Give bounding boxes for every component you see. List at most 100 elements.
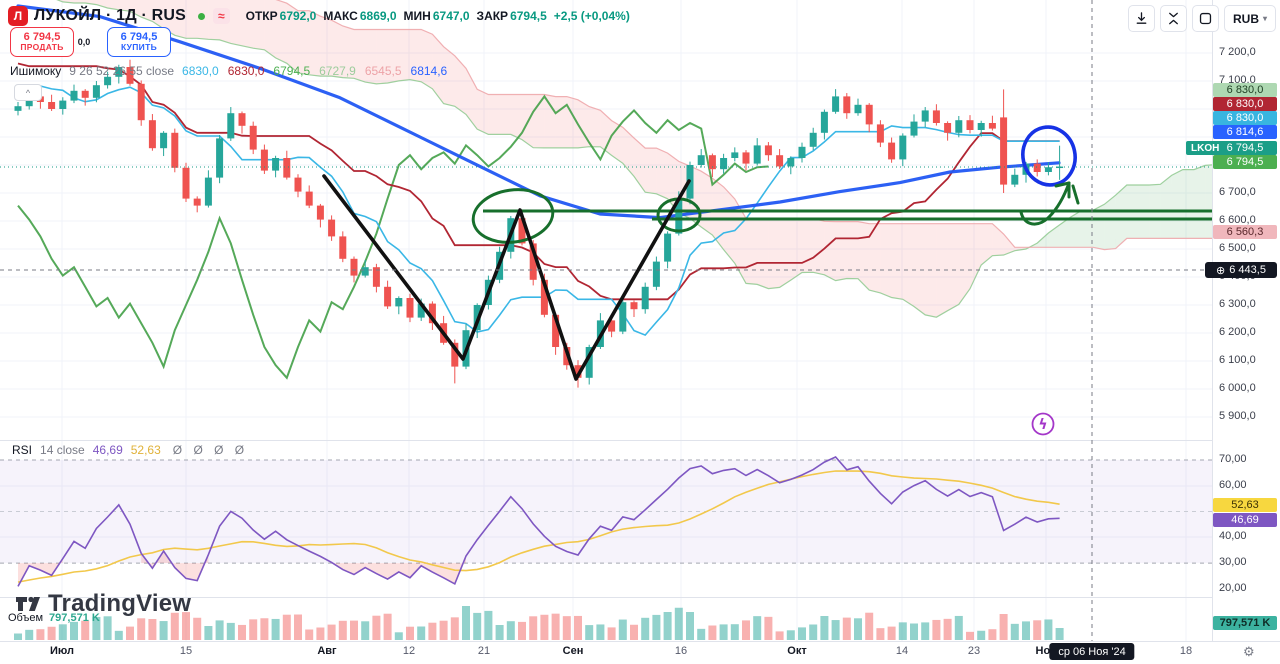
maximize-pane-button[interactable] bbox=[1191, 5, 1219, 32]
approx-price-icon[interactable]: ≈ bbox=[213, 8, 230, 24]
volume-label: Объем bbox=[8, 612, 44, 624]
currency-selector[interactable]: RUB ▾ bbox=[1223, 5, 1276, 32]
maximize-icon bbox=[1199, 12, 1212, 25]
sell-price: 6 794,5 bbox=[23, 30, 61, 43]
open-value: 6792,0 bbox=[279, 9, 317, 23]
rsi-tick: 20,00 bbox=[1219, 582, 1247, 594]
ichimoku-line-value: 6830,0 bbox=[182, 64, 219, 78]
market-status-icon[interactable] bbox=[198, 12, 206, 20]
arrow-down-icon bbox=[1136, 12, 1147, 24]
collapse-icon bbox=[1169, 12, 1178, 25]
ichimoku-line-value: 6830,0 bbox=[227, 64, 265, 78]
rsi-ma-value: 52,63 bbox=[130, 443, 161, 457]
rsi-name: RSI bbox=[12, 443, 33, 457]
tradingview-logo-icon bbox=[16, 596, 40, 611]
ichimoku-line-value: 6545,5 bbox=[364, 64, 402, 78]
buy-price: 6 794,5 bbox=[120, 30, 158, 43]
ichimoku-legend[interactable]: Ишимоку 9 26 52 26 55 close 6830,0 6830,0… bbox=[10, 64, 456, 78]
price-line-badge: 6 814,6 bbox=[1213, 125, 1277, 139]
time-tick: 14 bbox=[895, 645, 909, 657]
volume-badge: 797,571 K bbox=[1213, 616, 1277, 630]
price-line-badge: 6 830,0 bbox=[1213, 97, 1277, 111]
crosshair-date-badge: ср 06 Ноя '24 bbox=[1049, 643, 1135, 660]
rsi-tick: 60,00 bbox=[1219, 479, 1247, 491]
time-tick: 18 bbox=[1179, 645, 1193, 657]
time-tick: 15 bbox=[179, 645, 193, 657]
ichimoku-values: 6830,0 6830,0 6794,5 6727,9 6545,5 6814,6 bbox=[182, 64, 456, 78]
collapse-pane-button[interactable] bbox=[1159, 5, 1187, 32]
time-tick: 23 bbox=[967, 645, 981, 657]
volume-value: 797,571 K bbox=[49, 612, 100, 624]
buy-label: КУПИТЬ bbox=[120, 42, 157, 53]
spread-value: 0,0 bbox=[77, 37, 91, 47]
ichimoku-line-value: 6727,9 bbox=[319, 64, 356, 78]
time-tick: 16 bbox=[674, 645, 688, 657]
high-label: МАКС bbox=[323, 9, 358, 23]
sell-button[interactable]: 6 794,5 ПРОДАТЬ bbox=[10, 27, 74, 57]
low-label: МИН bbox=[403, 9, 431, 23]
price-tick: 6 500,0 bbox=[1219, 242, 1256, 254]
crosshair-price-value: 6 443,5 bbox=[1229, 264, 1266, 276]
price-tick: 6 200,0 bbox=[1219, 326, 1256, 338]
price-line-badge: 6 794,5 bbox=[1213, 141, 1277, 155]
time-tick: Окт bbox=[787, 645, 807, 657]
symbol-title[interactable]: ЛУКОЙЛ · 1Д · RUS bbox=[34, 7, 187, 24]
open-label: ОТКР bbox=[245, 9, 278, 23]
crosshair-price-badge: ⊕ 6 443,5 bbox=[1205, 262, 1277, 278]
drawing-annotations: ϟ bbox=[322, 125, 1212, 436]
plus-circle-icon: ⊕ bbox=[1216, 264, 1226, 277]
time-tick: Сен bbox=[562, 645, 584, 657]
legend-collapse-button[interactable]: ^ bbox=[14, 84, 42, 101]
rsi-value: 46,69 bbox=[92, 443, 123, 457]
chevron-down-icon: ▾ bbox=[1262, 14, 1267, 23]
price-tick: 6 600,0 bbox=[1219, 214, 1256, 226]
tradingview-watermark: TradingView bbox=[14, 590, 191, 618]
symbol-logo: Л bbox=[8, 6, 28, 26]
main-chart-canvas[interactable]: ϟ bbox=[0, 0, 1212, 641]
price-tick: 6 300,0 bbox=[1219, 298, 1256, 310]
sell-label: ПРОДАТЬ bbox=[20, 42, 64, 53]
time-axis[interactable] bbox=[0, 641, 1280, 664]
price-tick: 6 700,0 bbox=[1219, 186, 1256, 198]
rsi-legend[interactable]: RSI 14 close 46,69 52,63 Ø Ø Ø Ø bbox=[12, 443, 248, 457]
price-line-badge: 6 794,5 bbox=[1213, 155, 1277, 169]
ichimoku-params: 9 26 52 26 55 close bbox=[69, 64, 175, 78]
rsi-tick: 30,00 bbox=[1219, 556, 1247, 568]
time-tick: 12 bbox=[402, 645, 416, 657]
price-tick: 7 200,0 bbox=[1219, 46, 1256, 58]
price-tick: 6 100,0 bbox=[1219, 354, 1256, 366]
scale-reset-button[interactable] bbox=[1127, 5, 1155, 32]
volume-legend[interactable]: Объем 797,571 K bbox=[8, 612, 100, 624]
price-line-badge: 6 830,0 bbox=[1213, 111, 1277, 125]
ichimoku-line-value: 6794,5 bbox=[273, 64, 311, 78]
rsi-line-badge: 52,63 bbox=[1213, 498, 1277, 512]
buy-button[interactable]: 6 794,5 КУПИТЬ bbox=[107, 27, 171, 57]
svg-text:ϟ: ϟ bbox=[1038, 417, 1047, 433]
rsi-empty-slots: Ø Ø Ø Ø bbox=[172, 443, 249, 457]
watermark-text: TradingView bbox=[48, 590, 192, 617]
ichimoku-name: Ишимоку bbox=[10, 64, 62, 78]
rsi-line-badge: 46,69 bbox=[1213, 513, 1277, 527]
price-line-badge: 6 560,3 bbox=[1213, 225, 1277, 239]
rsi-params: 14 close bbox=[40, 443, 85, 457]
time-tick: Авг bbox=[317, 645, 337, 657]
high-value: 6869,0 bbox=[359, 9, 397, 23]
low-value: 6747,0 bbox=[432, 9, 470, 23]
chart-header: Л ЛУКОЙЛ · 1Д · RUS ≈ ОТКР 6792,0 МАКС 686… bbox=[8, 6, 630, 26]
ohlc-values: ОТКР 6792,0 МАКС 6869,0 МИН 6747,0 ЗАКР 6794… bbox=[246, 9, 630, 23]
chart-toolbar: RUB ▾ bbox=[1127, 5, 1276, 32]
ichimoku-line-value: 6814,6 bbox=[410, 64, 448, 78]
price-line-badge: 6 830,0 bbox=[1213, 83, 1277, 97]
close-label: ЗАКР bbox=[476, 9, 509, 23]
axis-settings-gear-icon[interactable]: ⚙ bbox=[1243, 644, 1255, 659]
price-tick: 5 900,0 bbox=[1219, 410, 1256, 422]
time-tick: Июл bbox=[49, 645, 75, 657]
rsi-tick: 70,00 bbox=[1219, 453, 1247, 465]
chevron-up-icon: ^ bbox=[25, 87, 31, 98]
rsi-tick: 40,00 bbox=[1219, 530, 1247, 542]
symbol-tag-badge: LKOH bbox=[1186, 141, 1225, 155]
change-value: +2,5 (+0,04%) bbox=[553, 9, 630, 23]
trade-widget: 6 794,5 ПРОДАТЬ 0,0 6 794,5 КУПИТЬ bbox=[10, 27, 171, 57]
time-tick: 21 bbox=[477, 645, 491, 657]
